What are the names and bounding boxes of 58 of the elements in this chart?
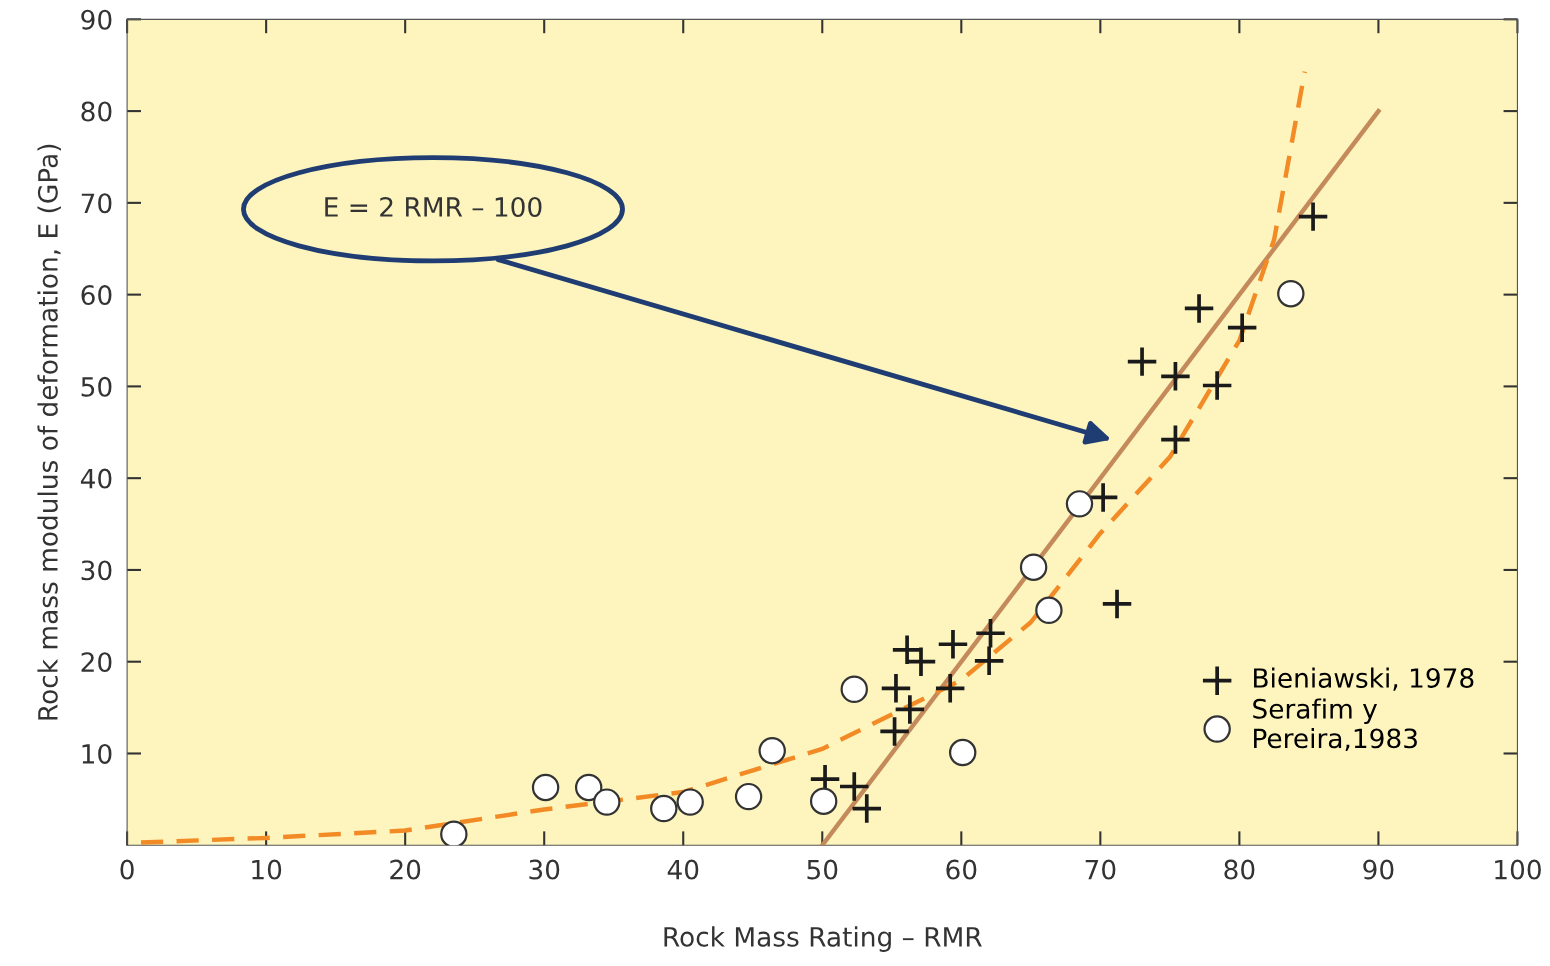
x-tick-label: 0 (120, 859, 134, 880)
y-axis-title: Rock mass modulus of deformation, E (GPa) (37, 144, 61, 720)
x-tick-label: 50 (807, 859, 838, 880)
y-tick-label: 90 (81, 9, 112, 30)
x-tick-label: 90 (1363, 859, 1394, 880)
point (1277, 279, 1305, 308)
y-tick-label: 10 (82, 743, 112, 764)
point (593, 788, 621, 816)
point (974, 646, 1004, 676)
point (1088, 483, 1118, 512)
point (1202, 371, 1232, 400)
point (574, 773, 603, 802)
x-tick-label: 20 (390, 859, 421, 880)
y-tick-label: 50 (81, 376, 112, 397)
point (935, 674, 965, 703)
point (906, 647, 936, 676)
y-tick-label: 60 (81, 285, 112, 306)
point (840, 675, 868, 703)
y-tick-label: 40 (80, 468, 112, 489)
point (881, 674, 911, 703)
point (1127, 347, 1157, 376)
x-tick-label: 10 (252, 859, 282, 880)
x-tick-label: 70 (1085, 859, 1116, 880)
point (948, 738, 977, 767)
point (852, 794, 881, 823)
x-axis-title: Rock Mass Rating – RMR (664, 926, 982, 952)
point (758, 737, 786, 765)
x-tick-label: 80 (1224, 859, 1255, 880)
point (976, 619, 1005, 648)
point (1102, 589, 1132, 619)
point (1227, 313, 1257, 342)
x-tick-label: 60 (946, 859, 977, 880)
point (1065, 490, 1094, 518)
point (650, 794, 678, 823)
point (1298, 202, 1328, 231)
x-tick-label: 100 (1495, 859, 1541, 880)
x-tick-label: 30 (529, 859, 560, 880)
y-tick-label: 70 (81, 193, 112, 214)
point (1184, 294, 1214, 323)
annotation: E = 2 RMR – 100 (325, 196, 542, 217)
point (895, 695, 925, 724)
point (440, 820, 468, 846)
point (892, 635, 922, 665)
point (734, 782, 763, 811)
point (840, 772, 869, 801)
point (531, 773, 560, 802)
point (676, 788, 704, 816)
point (809, 787, 838, 815)
legend-label: Serafim y Pereira,1983 (1253, 698, 1417, 752)
y-tick-label: 20 (81, 652, 112, 673)
point (1035, 596, 1063, 625)
point (938, 630, 968, 659)
point (1161, 362, 1190, 391)
y-tick-label: 80 (81, 101, 112, 122)
x-tick-label: 40 (667, 859, 699, 880)
point (1019, 553, 1048, 581)
y-tick-label: 30 (81, 560, 112, 581)
legend-label: Bieniawski, 1978 (1254, 667, 1474, 691)
